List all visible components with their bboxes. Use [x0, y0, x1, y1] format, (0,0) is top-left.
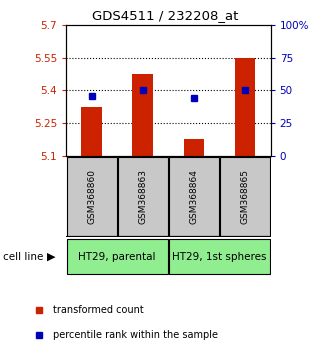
Bar [132, 74, 153, 156]
Text: ▶: ▶ [47, 252, 55, 262]
Text: GDS4511 / 232208_at: GDS4511 / 232208_at [92, 9, 238, 22]
Bar [183, 139, 204, 156]
Text: GSM368864: GSM368864 [189, 169, 198, 224]
Text: cell line: cell line [3, 252, 44, 262]
Bar [220, 156, 270, 236]
Text: GSM368865: GSM368865 [241, 169, 249, 224]
Bar [118, 156, 168, 236]
Bar [81, 107, 102, 156]
Text: HT29, 1st spheres: HT29, 1st spheres [172, 252, 267, 262]
Text: HT29, parental: HT29, parental [79, 252, 156, 262]
Bar [67, 156, 116, 236]
Text: transformed count: transformed count [53, 305, 144, 315]
Text: GSM368863: GSM368863 [138, 169, 147, 224]
Text: percentile rank within the sample: percentile rank within the sample [53, 330, 218, 339]
Bar [169, 239, 270, 274]
Bar [235, 57, 255, 156]
Text: GSM368860: GSM368860 [87, 169, 96, 224]
Bar [169, 156, 219, 236]
Bar [67, 239, 168, 274]
